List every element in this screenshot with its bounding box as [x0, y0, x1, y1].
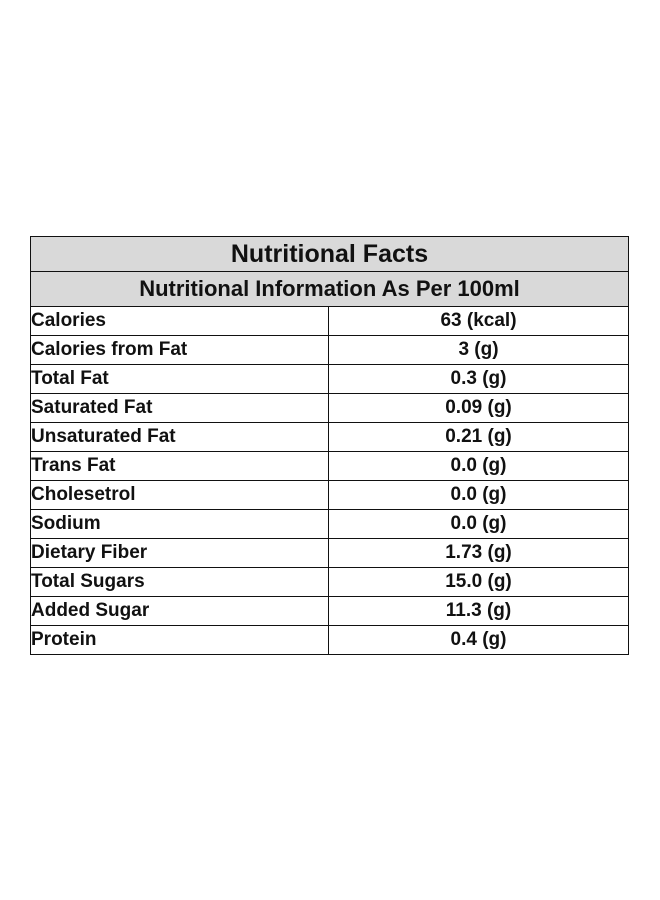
table-row: Dietary Fiber 1.73 (g): [30, 538, 629, 568]
table-row: Cholesetrol 0.0 (g): [30, 480, 629, 510]
table-title: Nutritional Facts: [30, 236, 629, 272]
nutrient-name-dietary-fiber: Dietary Fiber: [30, 538, 329, 568]
nutrient-name-calories: Calories: [30, 306, 329, 336]
nutrient-name-calories-from-fat: Calories from Fat: [30, 335, 329, 365]
table-row: Added Sugar 11.3 (g): [30, 596, 629, 626]
nutrient-name-cholesterol: Cholesetrol: [30, 480, 329, 510]
table-subtitle-row: Nutritional Information As Per 100ml: [30, 271, 629, 307]
nutrient-value-added-sugar: 11.3 (g): [328, 596, 629, 626]
nutrient-value-calories-from-fat: 3 (g): [328, 335, 629, 365]
nutrient-name-trans-fat: Trans Fat: [30, 451, 329, 481]
nutrient-value-total-fat: 0.3 (g): [328, 364, 629, 394]
table-row: Trans Fat 0.0 (g): [30, 451, 629, 481]
table-row: Saturated Fat 0.09 (g): [30, 393, 629, 423]
table-title-row: Nutritional Facts: [30, 236, 629, 272]
nutrient-value-protein: 0.4 (g): [328, 625, 629, 655]
nutrient-value-cholesterol: 0.0 (g): [328, 480, 629, 510]
table-row: Unsaturated Fat 0.21 (g): [30, 422, 629, 452]
nutrition-facts-panel: Nutritional Facts Nutritional Informatio…: [30, 236, 629, 655]
table-row: Sodium 0.0 (g): [30, 509, 629, 539]
table-row: Calories from Fat 3 (g): [30, 335, 629, 365]
table-row: Total Fat 0.3 (g): [30, 364, 629, 394]
nutrient-name-total-fat: Total Fat: [30, 364, 329, 394]
nutrient-name-total-sugars: Total Sugars: [30, 567, 329, 597]
nutrient-name-added-sugar: Added Sugar: [30, 596, 329, 626]
nutrient-value-saturated-fat: 0.09 (g): [328, 393, 629, 423]
nutrient-value-trans-fat: 0.0 (g): [328, 451, 629, 481]
nutrient-value-total-sugars: 15.0 (g): [328, 567, 629, 597]
table-row: Calories 63 (kcal): [30, 306, 629, 336]
nutrient-value-unsaturated-fat: 0.21 (g): [328, 422, 629, 452]
nutrition-table: Nutritional Facts Nutritional Informatio…: [30, 236, 629, 655]
nutrient-value-dietary-fiber: 1.73 (g): [328, 538, 629, 568]
table-row: Total Sugars 15.0 (g): [30, 567, 629, 597]
nutrient-name-unsaturated-fat: Unsaturated Fat: [30, 422, 329, 452]
table-subtitle: Nutritional Information As Per 100ml: [30, 271, 629, 307]
nutrient-value-sodium: 0.0 (g): [328, 509, 629, 539]
nutrient-name-saturated-fat: Saturated Fat: [30, 393, 329, 423]
nutrient-name-sodium: Sodium: [30, 509, 329, 539]
nutrient-name-protein: Protein: [30, 625, 329, 655]
nutrient-value-calories: 63 (kcal): [328, 306, 629, 336]
table-row: Protein 0.4 (g): [30, 625, 629, 655]
